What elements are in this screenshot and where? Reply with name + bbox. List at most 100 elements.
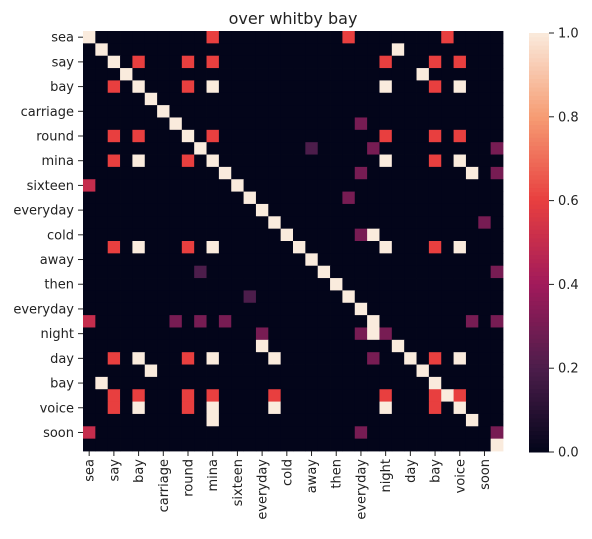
heatmap-cell bbox=[490, 228, 504, 242]
colorbar-segment bbox=[529, 167, 549, 172]
heatmap-cell bbox=[280, 216, 294, 230]
x-tick-label: sixteen bbox=[231, 459, 246, 506]
heatmap-cell bbox=[218, 389, 232, 402]
heatmap-cell bbox=[379, 438, 393, 452]
heatmap-cell bbox=[206, 339, 220, 353]
heatmap-cell bbox=[243, 438, 257, 452]
heatmap-cell bbox=[157, 290, 170, 304]
heatmap-cell bbox=[169, 426, 183, 440]
heatmap-cell bbox=[107, 80, 121, 94]
heatmap-cell bbox=[391, 142, 405, 155]
heatmap-cell bbox=[379, 389, 393, 402]
heatmap-cell bbox=[169, 302, 183, 316]
heatmap-cell bbox=[206, 364, 220, 378]
heatmap-cell bbox=[465, 203, 479, 217]
heatmap-cell bbox=[95, 203, 109, 217]
heatmap-cell bbox=[243, 92, 257, 106]
heatmap-cell bbox=[255, 253, 269, 267]
heatmap-cell bbox=[206, 228, 220, 242]
heatmap-cell bbox=[293, 154, 306, 168]
heatmap-cell bbox=[107, 290, 121, 304]
heatmap-cell bbox=[280, 389, 294, 402]
heatmap-cell bbox=[144, 401, 158, 415]
heatmap-cell bbox=[478, 55, 492, 69]
heatmap-cell bbox=[317, 228, 331, 242]
x-tick-label: then bbox=[330, 459, 345, 489]
heatmap-cell bbox=[404, 265, 417, 279]
y-tick-label: say bbox=[52, 55, 75, 70]
heatmap-cell bbox=[120, 191, 133, 205]
heatmap-cell bbox=[194, 315, 207, 328]
heatmap-cell bbox=[255, 364, 269, 378]
heatmap-cell bbox=[490, 43, 504, 57]
x-tick-label: soon bbox=[478, 459, 493, 490]
heatmap-cell bbox=[478, 327, 492, 341]
colorbar-segment bbox=[529, 296, 549, 302]
heatmap-cell bbox=[107, 191, 121, 205]
heatmap-cell bbox=[317, 315, 331, 328]
heatmap-cell bbox=[83, 191, 96, 205]
heatmap-cell bbox=[95, 241, 109, 254]
heatmap-cell bbox=[441, 228, 454, 242]
heatmap-cell bbox=[280, 413, 294, 427]
heatmap-cell bbox=[268, 389, 282, 402]
heatmap-cell bbox=[144, 80, 158, 94]
heatmap-cell bbox=[144, 253, 158, 267]
heatmap-cell bbox=[404, 129, 417, 143]
heatmap-cell bbox=[194, 92, 207, 106]
heatmap-cell bbox=[478, 413, 492, 427]
heatmap-cell bbox=[354, 43, 368, 57]
heatmap-cell bbox=[330, 253, 343, 267]
colorbar-segment bbox=[529, 74, 549, 80]
heatmap-cell bbox=[416, 55, 430, 69]
heatmap-cell bbox=[95, 290, 109, 304]
heatmap-cell bbox=[379, 401, 393, 415]
heatmap-cell bbox=[293, 315, 306, 328]
heatmap-cell bbox=[453, 339, 467, 353]
heatmap-cell bbox=[330, 191, 343, 205]
heatmap-cell bbox=[342, 191, 356, 205]
heatmap-cell bbox=[330, 142, 343, 155]
heatmap-cell bbox=[379, 166, 393, 180]
heatmap-cell bbox=[268, 55, 282, 69]
heatmap-cell bbox=[255, 68, 269, 81]
y-tick-label: carriage bbox=[21, 105, 74, 120]
x-tick-label: sea bbox=[83, 459, 98, 482]
heatmap-cell bbox=[465, 426, 479, 440]
heatmap-cell bbox=[354, 179, 368, 192]
heatmap-cell bbox=[218, 426, 232, 440]
heatmap-cell bbox=[120, 290, 133, 304]
heatmap-cell bbox=[218, 105, 232, 118]
heatmap-cell bbox=[293, 401, 306, 415]
heatmap-cell bbox=[144, 339, 158, 353]
heatmap-cell bbox=[404, 278, 417, 291]
heatmap-cell bbox=[218, 31, 232, 44]
heatmap-cell bbox=[391, 265, 405, 279]
heatmap-cell bbox=[428, 191, 442, 205]
heatmap-cell bbox=[391, 327, 405, 341]
heatmap-cell bbox=[206, 216, 220, 230]
heatmap-cell bbox=[428, 315, 442, 328]
heatmap-cell bbox=[367, 117, 380, 131]
heatmap-cell bbox=[268, 339, 282, 353]
heatmap-cell bbox=[404, 105, 417, 118]
heatmap-cell bbox=[453, 92, 467, 106]
heatmap-cell bbox=[231, 117, 244, 131]
heatmap-cell bbox=[218, 302, 232, 316]
heatmap-cell bbox=[268, 265, 282, 279]
heatmap-cell bbox=[268, 413, 282, 427]
heatmap-cell bbox=[490, 179, 504, 192]
colorbar-segment bbox=[529, 431, 549, 436]
heatmap-cell bbox=[120, 302, 133, 316]
heatmap-cell bbox=[231, 129, 244, 143]
heatmap-cell bbox=[404, 389, 417, 402]
heatmap-cell bbox=[391, 166, 405, 180]
colorbar-tick-label: 0.2 bbox=[558, 362, 579, 377]
heatmap-cell bbox=[169, 68, 183, 81]
heatmap-cell bbox=[404, 203, 417, 217]
colorbar-segment bbox=[529, 162, 549, 168]
heatmap-cell bbox=[305, 117, 319, 131]
heatmap-cell bbox=[416, 203, 430, 217]
heatmap-cell bbox=[317, 68, 331, 81]
heatmap-cell bbox=[194, 376, 207, 390]
